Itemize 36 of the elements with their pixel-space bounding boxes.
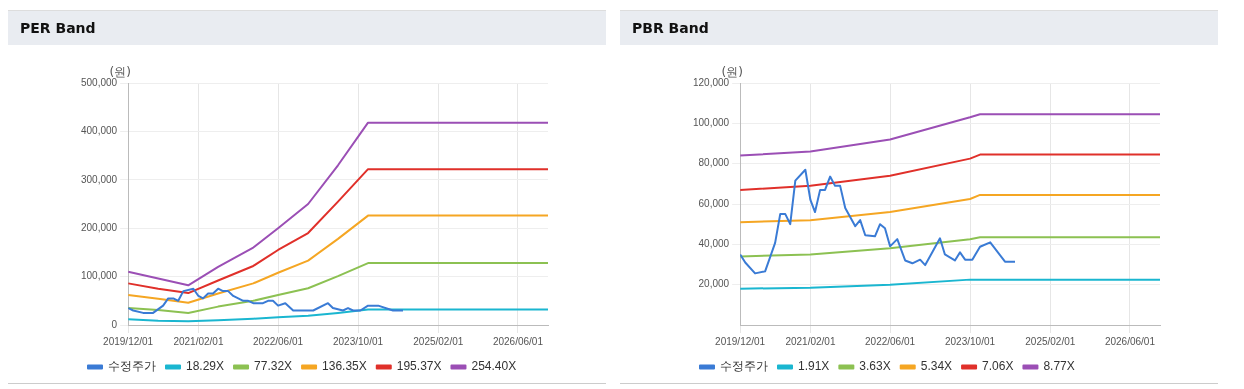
legend-label: 77.32X <box>254 359 293 374</box>
y-tick-label: 20,000 <box>698 278 730 290</box>
x-tick-label: 2023/10/01 <box>944 335 996 347</box>
legend-label: 1.91X <box>798 359 830 374</box>
x-tick-label: 2019/12/01 <box>103 335 154 347</box>
chart-title: PBR Band <box>620 11 1218 45</box>
x-tick-label: 2025/02/01 <box>1025 335 1076 347</box>
legend-label: 수정주가 <box>108 359 156 374</box>
y-tick-label: 200,000 <box>80 221 118 233</box>
y-tick-label: 80,000 <box>698 157 730 169</box>
y-tick-label: 60,000 <box>698 197 730 209</box>
legend-label: 7.06X <box>982 359 1014 374</box>
x-tick-label: 2022/06/01 <box>253 335 304 347</box>
y-tick-label: 100,000 <box>80 270 118 282</box>
y-tick-label: 300,000 <box>80 173 118 185</box>
chart-title: PER Band <box>8 11 606 45</box>
x-tick-label: 2021/02/01 <box>173 335 224 347</box>
y-tick-label: 0 <box>111 318 118 330</box>
legend-label: 5.34X <box>920 359 953 374</box>
x-tick-label: 2026/06/01 <box>1104 335 1156 347</box>
y-tick-label: 100,000 <box>692 117 730 129</box>
x-tick-label: 2021/02/01 <box>785 335 836 347</box>
legend-label: 195.37X <box>396 359 442 374</box>
x-tick-label: 2026/06/01 <box>492 335 544 347</box>
legend-label: 18.29X <box>186 359 225 374</box>
legend-label: 3.63X <box>859 359 891 374</box>
x-tick-label: 2023/10/01 <box>332 335 384 347</box>
x-tick-label: 2019/12/01 <box>715 335 766 347</box>
legend-label: 136.35X <box>322 359 367 374</box>
legend-label: 수정주가 <box>720 359 768 374</box>
y-tick-label: 400,000 <box>80 125 118 137</box>
x-tick-label: 2025/02/01 <box>413 335 464 347</box>
x-tick-label: 2022/06/01 <box>865 335 916 347</box>
legend-label: 254.40X <box>471 359 517 374</box>
legend-label: 8.77X <box>1043 359 1075 374</box>
y-tick-label: 40,000 <box>698 238 730 250</box>
